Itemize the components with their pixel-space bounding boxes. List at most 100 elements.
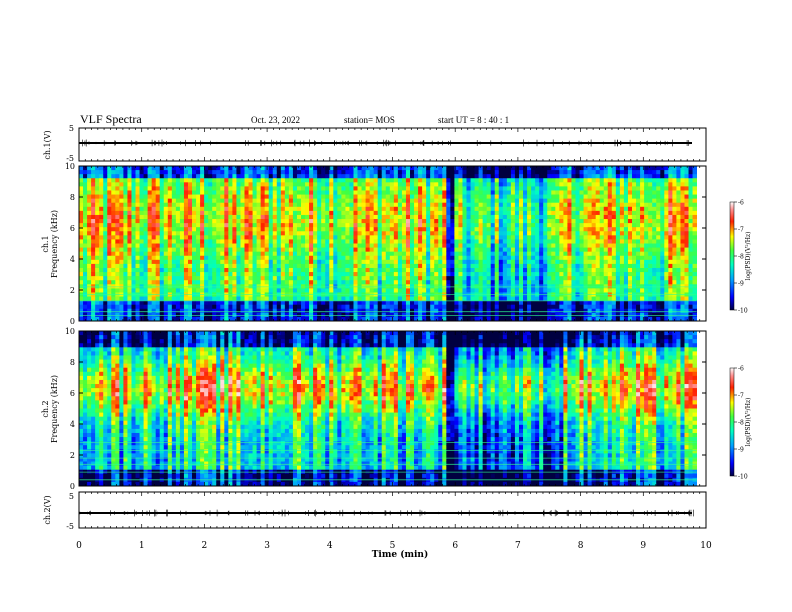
spectrogram-cell <box>240 210 245 216</box>
spectrogram-cell <box>305 190 310 195</box>
spectrogram-cell <box>220 272 225 277</box>
spectrogram-cell <box>341 202 346 208</box>
spectrogram-cell <box>490 202 496 208</box>
spectrogram-cell <box>119 263 124 269</box>
spectrogram-cell <box>575 308 580 314</box>
spectrogram-cell <box>83 227 88 232</box>
spectrogram-cell <box>430 186 435 191</box>
spectrogram-cell <box>583 202 589 208</box>
spectrogram-cell <box>381 166 387 171</box>
spectrogram-cell <box>276 166 282 171</box>
spectrogram-cell <box>317 202 322 208</box>
spectrogram-cell <box>200 263 205 269</box>
spectrogram-cell <box>91 206 96 212</box>
spectrogram-cell <box>397 223 403 228</box>
spectrogram-cell <box>143 223 149 228</box>
spectrogram-cell <box>252 210 258 216</box>
spectrogram-cell <box>272 312 278 318</box>
spectrogram-cell <box>401 223 407 228</box>
spectrogram-cell <box>401 300 407 306</box>
spectrogram-cell <box>171 308 177 314</box>
spectrogram-cell <box>91 276 96 281</box>
spectrogram-cell <box>418 166 423 171</box>
spectrogram-cell <box>276 231 282 236</box>
spectrogram-cell <box>200 231 205 236</box>
spectrogram-cell <box>490 308 496 314</box>
spectrogram-cell <box>567 251 572 257</box>
spectrogram-cell <box>236 231 241 236</box>
spectrogram-cell <box>506 280 512 285</box>
spectrogram-cell <box>252 259 258 265</box>
spectrogram-cell <box>151 198 157 204</box>
spectrogram-cell <box>171 214 177 220</box>
spectrogram-cell <box>111 202 116 208</box>
spectrogram-cell <box>559 190 564 195</box>
spectrogram-cell <box>301 210 306 216</box>
spectrogram-cell <box>123 239 128 244</box>
spectrogram-cell <box>95 178 100 183</box>
spectrogram-cell <box>224 304 229 310</box>
spectrogram-cell <box>171 235 177 240</box>
spectrogram-cell <box>551 280 556 285</box>
spectrogram-cell <box>397 198 403 204</box>
spectrogram-cell <box>329 194 334 200</box>
spectrogram-cell <box>357 239 362 244</box>
spectrogram-cell <box>139 206 144 212</box>
spectrogram-cell <box>490 247 496 253</box>
spectrogram-cell <box>309 312 314 318</box>
spectrogram-cell <box>349 272 354 277</box>
spectrogram-cell <box>313 288 318 293</box>
spectrogram-cell <box>268 214 274 220</box>
spectrogram-cell <box>151 259 157 265</box>
spectrogram-cell <box>212 182 217 187</box>
spectrogram-cell <box>498 206 504 212</box>
spectrogram-cell <box>123 198 128 204</box>
spectrogram-cell <box>450 198 455 204</box>
spectrogram-cell <box>349 304 354 310</box>
spectrogram-cell <box>393 235 399 240</box>
spectrogram-cell <box>506 227 512 232</box>
spectrogram-cell <box>442 272 447 277</box>
spectrogram-cell <box>446 300 451 306</box>
spectrogram-cell <box>353 239 358 244</box>
spectrogram-cell <box>175 288 181 293</box>
spectrogram-cell <box>155 206 161 212</box>
spectrogram-cell <box>236 174 241 179</box>
spectrogram-cell <box>547 223 552 228</box>
spectrogram-cell <box>583 296 589 302</box>
spectrogram-cell <box>353 174 358 179</box>
spectrogram-cell <box>317 219 322 224</box>
spectrogram-cell <box>325 227 330 232</box>
spectrogram-cell <box>377 259 383 265</box>
spectrogram-cell <box>99 219 104 224</box>
spectrogram-cell <box>422 231 427 236</box>
spectrogram-cell <box>252 227 258 232</box>
spectrogram-cell <box>587 247 593 253</box>
spectrogram-cell <box>389 231 395 236</box>
spectrogram-cell <box>329 231 334 236</box>
spectrogram-cell <box>204 170 209 175</box>
spectrogram-cell <box>454 174 459 179</box>
spectrogram-cell <box>115 182 120 187</box>
spectrogram-cell <box>284 198 290 204</box>
spectrogram-cell <box>292 231 298 236</box>
spectrogram-cell <box>240 247 245 253</box>
spectrogram-cell <box>175 316 181 322</box>
spectrogram-cell <box>389 280 395 285</box>
spectrogram-cell <box>498 247 504 253</box>
spectrogram-cell <box>301 194 306 200</box>
spectrogram-cell <box>510 263 516 269</box>
spectrogram-cell <box>458 206 463 212</box>
spectrogram-cell <box>111 206 116 212</box>
spectrogram-cell <box>179 223 185 228</box>
ch1-wave-ytick-top: 5 <box>69 124 74 133</box>
spectrogram-cell <box>216 300 221 306</box>
spectrogram-cell <box>551 231 556 236</box>
spectrogram-cell <box>514 170 520 175</box>
spectrogram-cell <box>288 239 294 244</box>
spectrogram-cell <box>115 227 120 232</box>
spectrogram-cell <box>321 251 326 257</box>
spectrogram-cell <box>220 194 225 200</box>
spectrogram-cell <box>301 202 306 208</box>
spectrogram-cell <box>79 206 84 212</box>
